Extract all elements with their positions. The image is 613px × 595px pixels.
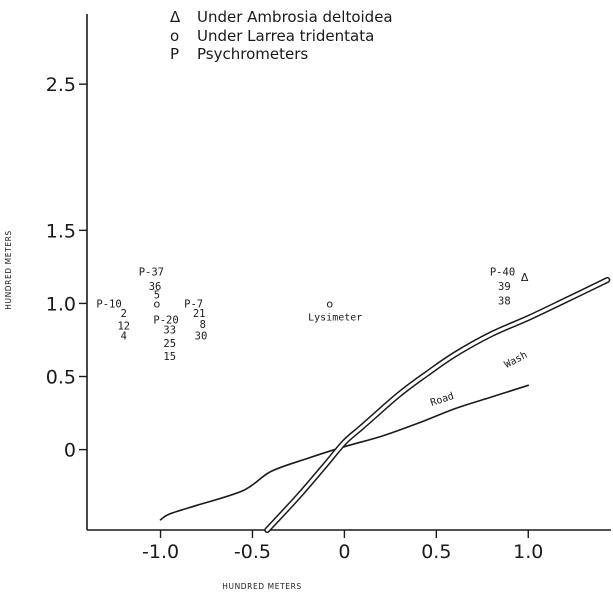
site-label: P-37 — [139, 266, 164, 278]
site-label: 33 — [163, 325, 176, 337]
point-under-larrea-tridentata: o — [153, 297, 160, 310]
legend-entry-ambrosia-text: Under Ambrosia deltoidea — [197, 8, 393, 26]
site-label: P-40 — [490, 266, 515, 278]
site-label: P-10 — [96, 298, 121, 310]
site-label: 30 — [195, 331, 208, 343]
site-label: 8 — [200, 319, 206, 331]
y-tick-label: 0.5 — [46, 367, 76, 389]
site-label: 39 — [498, 281, 511, 293]
wash-line-inner — [265, 278, 609, 532]
legend-entry-ambrosia-symbol: Δ — [170, 8, 181, 26]
legend-entry-larrea-text: Under Larrea tridentata — [197, 27, 374, 45]
lysimeter-label: Lysimeter — [308, 313, 362, 324]
site-label: 5 — [154, 290, 160, 302]
legend: Δ Under Ambrosia deltoidea o Under Larre… — [170, 8, 393, 63]
point-markers: Δo o — [153, 271, 528, 310]
site-label: 4 — [121, 331, 127, 343]
feature-lines — [159, 277, 611, 533]
y-ticks: 0 0.5 1.0 1.5 2.5 — [46, 74, 87, 462]
x-tick-label: -1.0 — [142, 541, 179, 563]
y-tick-label: 2.5 — [46, 74, 76, 96]
point-under-larrea-tridentata: o — [326, 297, 333, 310]
road-label: Road — [429, 391, 455, 409]
site-label: 12 — [117, 320, 130, 332]
x-tick-label: 1.0 — [513, 541, 543, 563]
site-label: P-20 — [153, 315, 178, 327]
x-tick-label: -0.5 — [234, 541, 271, 563]
site-label: 38 — [498, 296, 511, 308]
legend-entry-psychrometer-symbol: P — [170, 45, 179, 63]
x-ticks: -1.0 -0.5 0 0.5 1.0 — [142, 530, 543, 563]
y-tick-label: 0 — [64, 440, 76, 462]
x-axis-title: HUNDRED METERS — [222, 582, 302, 591]
y-tick-label: 1.5 — [46, 220, 76, 242]
legend-entry-larrea-symbol: o — [170, 27, 179, 45]
site-label: 2 — [121, 308, 127, 320]
site-label: 36 — [149, 281, 162, 293]
annotations: Lysimeter Wash Road — [308, 313, 529, 409]
wash-label: Wash — [503, 350, 529, 371]
x-tick-label: 0 — [338, 541, 350, 563]
legend-entry-psychrometer-text: Psychrometers — [197, 45, 308, 63]
site-label: 25 — [163, 338, 176, 350]
site-label: P-7 — [184, 298, 203, 310]
y-axis-title: HUNDRED METERS — [4, 230, 13, 310]
y-tick-label: 1.0 — [46, 293, 76, 315]
road-line — [159, 384, 530, 521]
x-tick-label: 0.5 — [421, 541, 451, 563]
site-label: 21 — [193, 308, 206, 320]
point-under-ambrosia-deltoidea: Δ — [521, 271, 529, 284]
site-label: 15 — [163, 351, 176, 363]
